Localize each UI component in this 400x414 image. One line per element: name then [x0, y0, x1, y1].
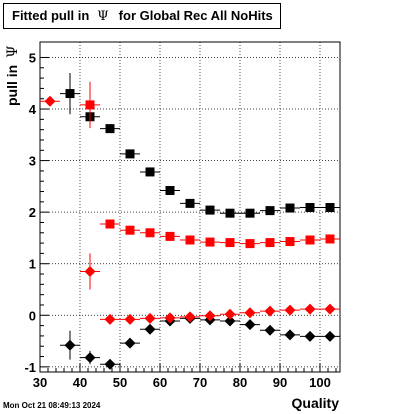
- data-point-diamond: [84, 265, 96, 277]
- x-tick-label: 80: [233, 375, 247, 390]
- data-point-diamond: [164, 312, 176, 324]
- data-point-square: [265, 238, 275, 248]
- data-point-square: [85, 100, 95, 110]
- data-point-square: [205, 205, 215, 215]
- data-point-diamond: [124, 337, 136, 349]
- x-tick-label: 70: [193, 375, 207, 390]
- data-point-diamond: [224, 308, 236, 320]
- data-point-square: [125, 225, 135, 235]
- data-point-square: [185, 198, 195, 208]
- x-tick-label: 60: [153, 375, 167, 390]
- data-point-square: [225, 208, 235, 218]
- data-point-square: [145, 167, 155, 177]
- data-point-diamond: [124, 313, 136, 325]
- psi-symbol: Ψ: [97, 9, 109, 24]
- data-point-diamond: [264, 305, 276, 317]
- data-point-square: [285, 203, 295, 213]
- data-point-square: [325, 234, 335, 244]
- y-tick-label: 3: [29, 154, 36, 169]
- data-point-square: [305, 203, 315, 213]
- data-point-diamond: [244, 307, 256, 319]
- data-point-square: [325, 203, 335, 213]
- y-tick-label: -1: [24, 360, 36, 375]
- data-point-diamond: [324, 303, 336, 315]
- data-point-square: [145, 228, 155, 238]
- y-tick-label: 0: [29, 308, 36, 323]
- data-point-square: [185, 235, 195, 245]
- data-point-diamond: [144, 312, 156, 324]
- data-point-square: [285, 237, 295, 247]
- data-point-square: [265, 206, 275, 216]
- data-point-square: [205, 237, 215, 247]
- y-tick-label: 1: [29, 257, 36, 272]
- y-axis-label-text: pull in: [4, 64, 20, 106]
- data-point-diamond: [64, 339, 76, 351]
- data-point-square: [65, 89, 75, 99]
- data-point-diamond: [184, 311, 196, 323]
- data-point-square: [105, 219, 115, 229]
- x-tick-label: 50: [113, 375, 127, 390]
- data-point-square: [165, 186, 175, 195]
- y-tick-label: 2: [29, 205, 36, 220]
- data-point-diamond: [104, 358, 116, 370]
- y-tick-label: 4: [29, 102, 37, 117]
- data-point-diamond: [284, 304, 296, 316]
- data-point-diamond: [304, 330, 316, 342]
- data-point-diamond: [144, 323, 156, 335]
- data-point-diamond: [244, 319, 256, 331]
- data-point-diamond: [324, 330, 336, 342]
- x-axis-label: Quality: [291, 395, 339, 411]
- data-point-diamond: [104, 313, 116, 325]
- x-tick-label: 100: [309, 375, 331, 390]
- data-point-diamond: [304, 303, 316, 315]
- chart-title-suffix: for Global Rec All NoHits: [118, 8, 273, 23]
- x-tick-label: 90: [273, 375, 287, 390]
- data-point-square: [225, 238, 235, 248]
- chart-title: Fitted pull in: [12, 8, 90, 23]
- data-point-diamond: [84, 352, 96, 364]
- data-point-square: [245, 239, 255, 249]
- data-point-square: [245, 208, 255, 218]
- y-axis-psi-symbol: Ψ: [5, 45, 21, 58]
- data-point-square: [165, 231, 175, 241]
- data-point-square: [105, 124, 115, 134]
- timestamp: Mon Oct 21 08:49:13 2024: [3, 401, 101, 410]
- data-point-diamond: [284, 329, 296, 341]
- data-point-diamond: [204, 310, 216, 322]
- data-point-diamond: [44, 95, 56, 107]
- data-point-diamond: [224, 315, 236, 327]
- data-point-square: [305, 235, 315, 245]
- y-axis-label: pull in Ψ: [4, 46, 21, 107]
- x-tick-label: 40: [73, 375, 87, 390]
- data-point-square: [125, 149, 135, 159]
- x-tick-label: 30: [33, 375, 47, 390]
- y-tick-label: 5: [29, 50, 36, 65]
- data-point-diamond: [264, 324, 276, 336]
